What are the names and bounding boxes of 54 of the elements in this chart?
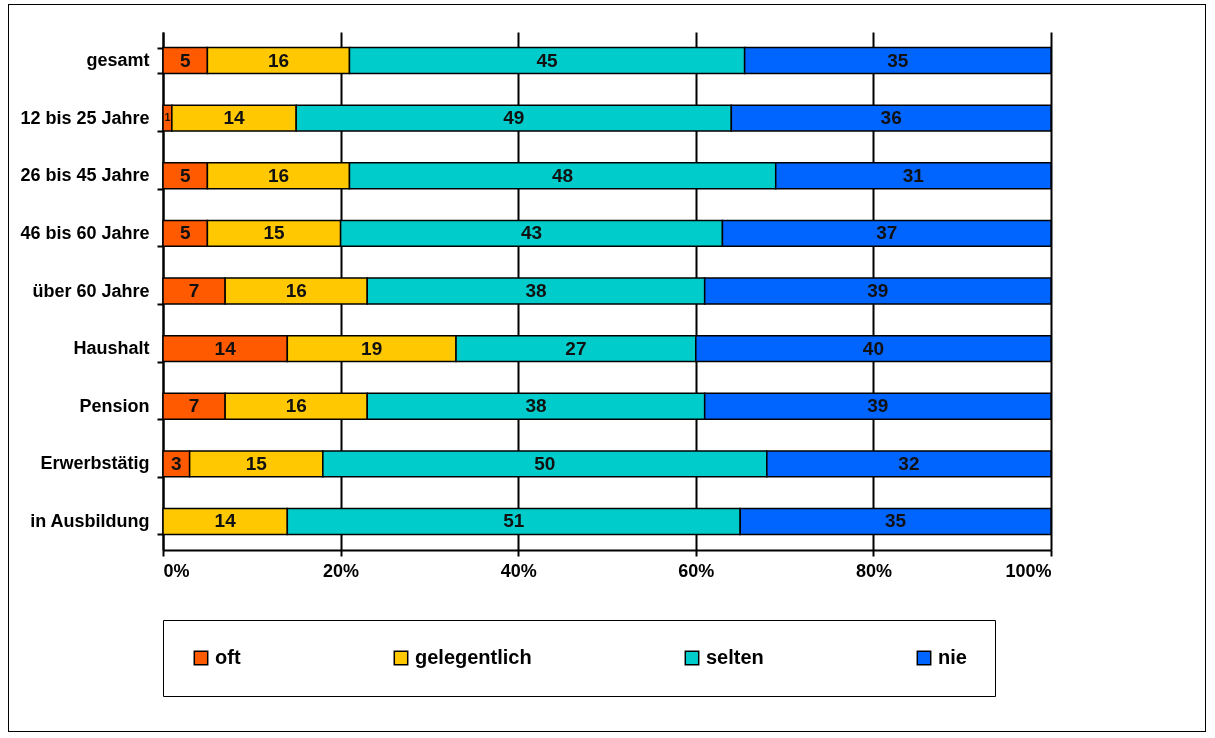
data-label: 31 xyxy=(902,164,925,186)
legend-label: nie xyxy=(938,646,967,668)
data-label: 40 xyxy=(862,337,884,359)
y-tick-label: Erwerbstätig xyxy=(40,453,150,474)
data-label: 14 xyxy=(214,337,237,359)
x-tick-label: 80% xyxy=(855,560,892,581)
data-label: 5 xyxy=(179,49,191,71)
data-label: 7 xyxy=(188,395,200,417)
data-label: 14 xyxy=(223,107,246,129)
data-label: 27 xyxy=(565,337,587,359)
y-tick-label: 26 bis 45 Jahre xyxy=(20,165,150,186)
y-tick-label: 46 bis 60 Jahre xyxy=(20,222,150,243)
data-label: 16 xyxy=(285,280,307,301)
data-label: 14 xyxy=(214,510,237,532)
y-tick-label: gesamt xyxy=(86,50,150,71)
y-tick-label: 12 bis 25 Jahre xyxy=(20,107,150,128)
data-label: 5 xyxy=(179,164,191,186)
data-label: 49 xyxy=(503,107,525,129)
legend-label: selten xyxy=(706,646,764,668)
data-label: 16 xyxy=(267,49,290,71)
y-tick-label: Haushalt xyxy=(73,338,150,359)
data-label: 45 xyxy=(536,49,559,71)
x-tick-label: 0% xyxy=(163,560,190,581)
x-tick-label: 20% xyxy=(323,560,360,581)
data-label: 5 xyxy=(179,222,191,244)
data-label: 15 xyxy=(245,452,268,474)
data-label: 37 xyxy=(876,222,898,244)
data-label: 38 xyxy=(525,280,547,301)
data-label: 39 xyxy=(867,280,889,301)
data-label: 39 xyxy=(867,395,889,417)
data-label: 50 xyxy=(534,452,556,474)
legend-label: gelegentlich xyxy=(415,646,532,668)
x-tick-label: 40% xyxy=(500,560,537,581)
data-label: 35 xyxy=(885,510,907,532)
data-label: 15 xyxy=(263,222,285,244)
data-label: 36 xyxy=(880,107,902,129)
data-label: 38 xyxy=(525,395,547,417)
data-label: 35 xyxy=(887,49,909,71)
data-label: 16 xyxy=(285,395,307,417)
data-label: 51 xyxy=(503,510,525,532)
data-label: 7 xyxy=(188,280,200,301)
y-tick-label: über 60 Jahre xyxy=(32,280,150,301)
data-label: 16 xyxy=(267,164,290,186)
data-label: 48 xyxy=(552,164,574,186)
data-label: 3 xyxy=(171,452,182,474)
data-label: 32 xyxy=(898,452,920,474)
data-label: 43 xyxy=(520,222,543,244)
y-tick-label: in Ausbildung xyxy=(30,510,150,531)
legend-label: oft xyxy=(215,646,241,668)
data-label: 19 xyxy=(361,337,383,359)
x-tick-label: 100% xyxy=(1005,560,1052,581)
x-tick-label: 60% xyxy=(678,560,715,581)
y-tick-label: Pension xyxy=(79,395,150,416)
data-label: 1 xyxy=(164,112,171,124)
